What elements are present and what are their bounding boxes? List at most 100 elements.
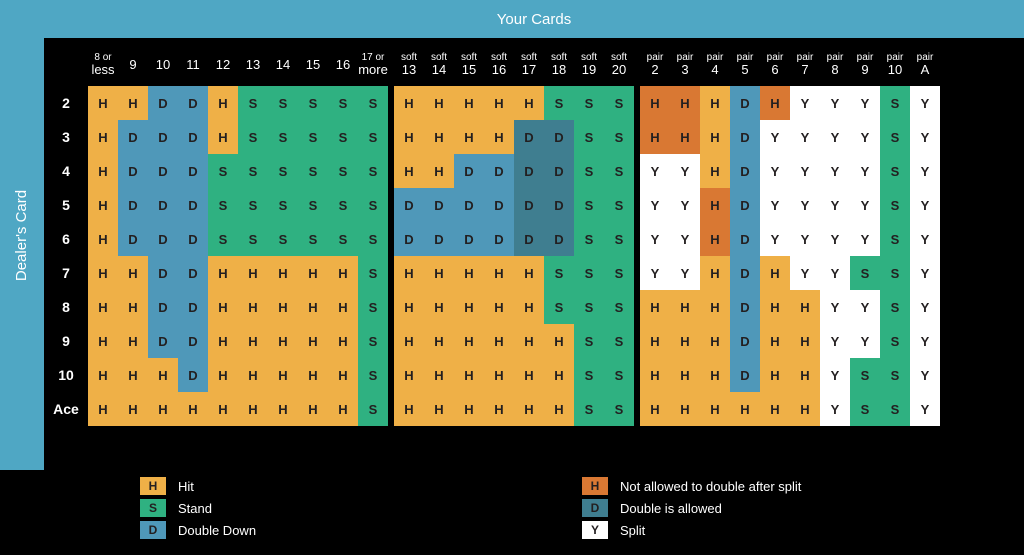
strategy-cell: Y [820,86,850,120]
strategy-cell: S [574,324,604,358]
strategy-cell: D [730,86,760,120]
strategy-cell: Y [790,120,820,154]
strategy-cell: H [454,120,484,154]
strategy-cell: H [484,358,514,392]
strategy-cell: D [514,120,544,154]
strategy-cell: H [208,290,238,324]
strategy-cell: H [760,324,790,358]
strategy-cell: H [394,324,424,358]
strategy-cell: D [148,188,178,222]
dealer-row-label: 9 [44,324,88,358]
table-row: 5HDDDSSSSSSDDDDDDSSYYHDYYYYSY [44,188,1018,222]
strategy-cell: H [700,222,730,256]
strategy-cell: S [604,188,634,222]
strategy-cell: Y [760,154,790,188]
strategy-cell: S [604,358,634,392]
strategy-cell: H [454,392,484,426]
strategy-cell: Y [910,86,940,120]
strategy-cell: D [118,154,148,188]
strategy-cell: H [268,358,298,392]
strategy-cell: S [358,358,388,392]
strategy-cell: D [544,188,574,222]
strategy-cell: D [178,86,208,120]
strategy-cell: H [328,358,358,392]
strategy-cell: H [454,86,484,120]
strategy-cell: S [298,188,328,222]
col-header: 15 [298,44,328,86]
strategy-cell: S [574,290,604,324]
col-header: pair4 [700,44,730,86]
strategy-cell: Y [910,120,940,154]
strategy-cell: S [604,86,634,120]
strategy-cell: S [880,86,910,120]
strategy-cell: D [178,222,208,256]
dealer-row-label: 6 [44,222,88,256]
strategy-cell: H [238,256,268,290]
strategy-cell: H [544,324,574,358]
strategy-cell: H [424,86,454,120]
strategy-cell: H [670,86,700,120]
strategy-cell: H [238,358,268,392]
strategy-cell: Y [910,358,940,392]
strategy-cell: H [88,154,118,188]
strategy-cell: D [730,324,760,358]
strategy-cell: H [208,358,238,392]
strategy-cell: H [88,324,118,358]
strategy-cell: H [670,290,700,324]
strategy-cell: H [88,86,118,120]
col-header: pair8 [820,44,850,86]
strategy-cell: H [514,358,544,392]
strategy-cell: D [484,222,514,256]
strategy-cell: D [514,222,544,256]
strategy-cell: S [328,188,358,222]
strategy-cell: Y [910,256,940,290]
strategy-cell: Y [910,324,940,358]
strategy-cell: H [88,256,118,290]
dealer-row-label: 7 [44,256,88,290]
strategy-cell: S [298,120,328,154]
strategy-cell: H [424,392,454,426]
table-row: 7HHDDHHHHHSHHHHHSSSYYHDHYYSSY [44,256,1018,290]
strategy-cell: H [760,392,790,426]
strategy-cell: S [604,120,634,154]
strategy-cell: Y [910,290,940,324]
strategy-cell: D [118,120,148,154]
strategy-cell: S [544,290,574,324]
legend-item: HNot allowed to double after split [582,477,1024,495]
strategy-cell: H [118,86,148,120]
strategy-cell: D [394,188,424,222]
blackjack-strategy-chart: { "title_top": "Your Cards", "title_left… [0,0,1024,555]
strategy-cell: S [574,222,604,256]
legend-label: Stand [178,501,212,516]
strategy-cell: H [328,324,358,358]
legend-label: Double Down [178,523,256,538]
strategy-cell: H [424,324,454,358]
strategy-cell: H [328,290,358,324]
strategy-cell: Y [640,256,670,290]
strategy-cell: D [148,154,178,188]
strategy-cell: Y [910,188,940,222]
strategy-cell: D [544,154,574,188]
strategy-cell: H [268,324,298,358]
strategy-cell: S [880,256,910,290]
col-header: soft18 [544,44,574,86]
strategy-cell: S [328,154,358,188]
strategy-cell: H [454,324,484,358]
strategy-cell: H [118,290,148,324]
col-header: pair10 [880,44,910,86]
strategy-cell: H [790,290,820,324]
strategy-cell: Y [760,120,790,154]
strategy-cell: H [238,392,268,426]
strategy-cell: H [88,222,118,256]
strategy-cell: Y [820,120,850,154]
strategy-cell: S [544,86,574,120]
strategy-cell: H [640,86,670,120]
strategy-cell: H [88,120,118,154]
dealer-row-label: 2 [44,86,88,120]
strategy-cell: Y [640,222,670,256]
strategy-cell: H [514,290,544,324]
strategy-cell: D [730,120,760,154]
strategy-cell: H [148,358,178,392]
legend-label: Double is allowed [620,501,722,516]
strategy-cell: D [454,154,484,188]
